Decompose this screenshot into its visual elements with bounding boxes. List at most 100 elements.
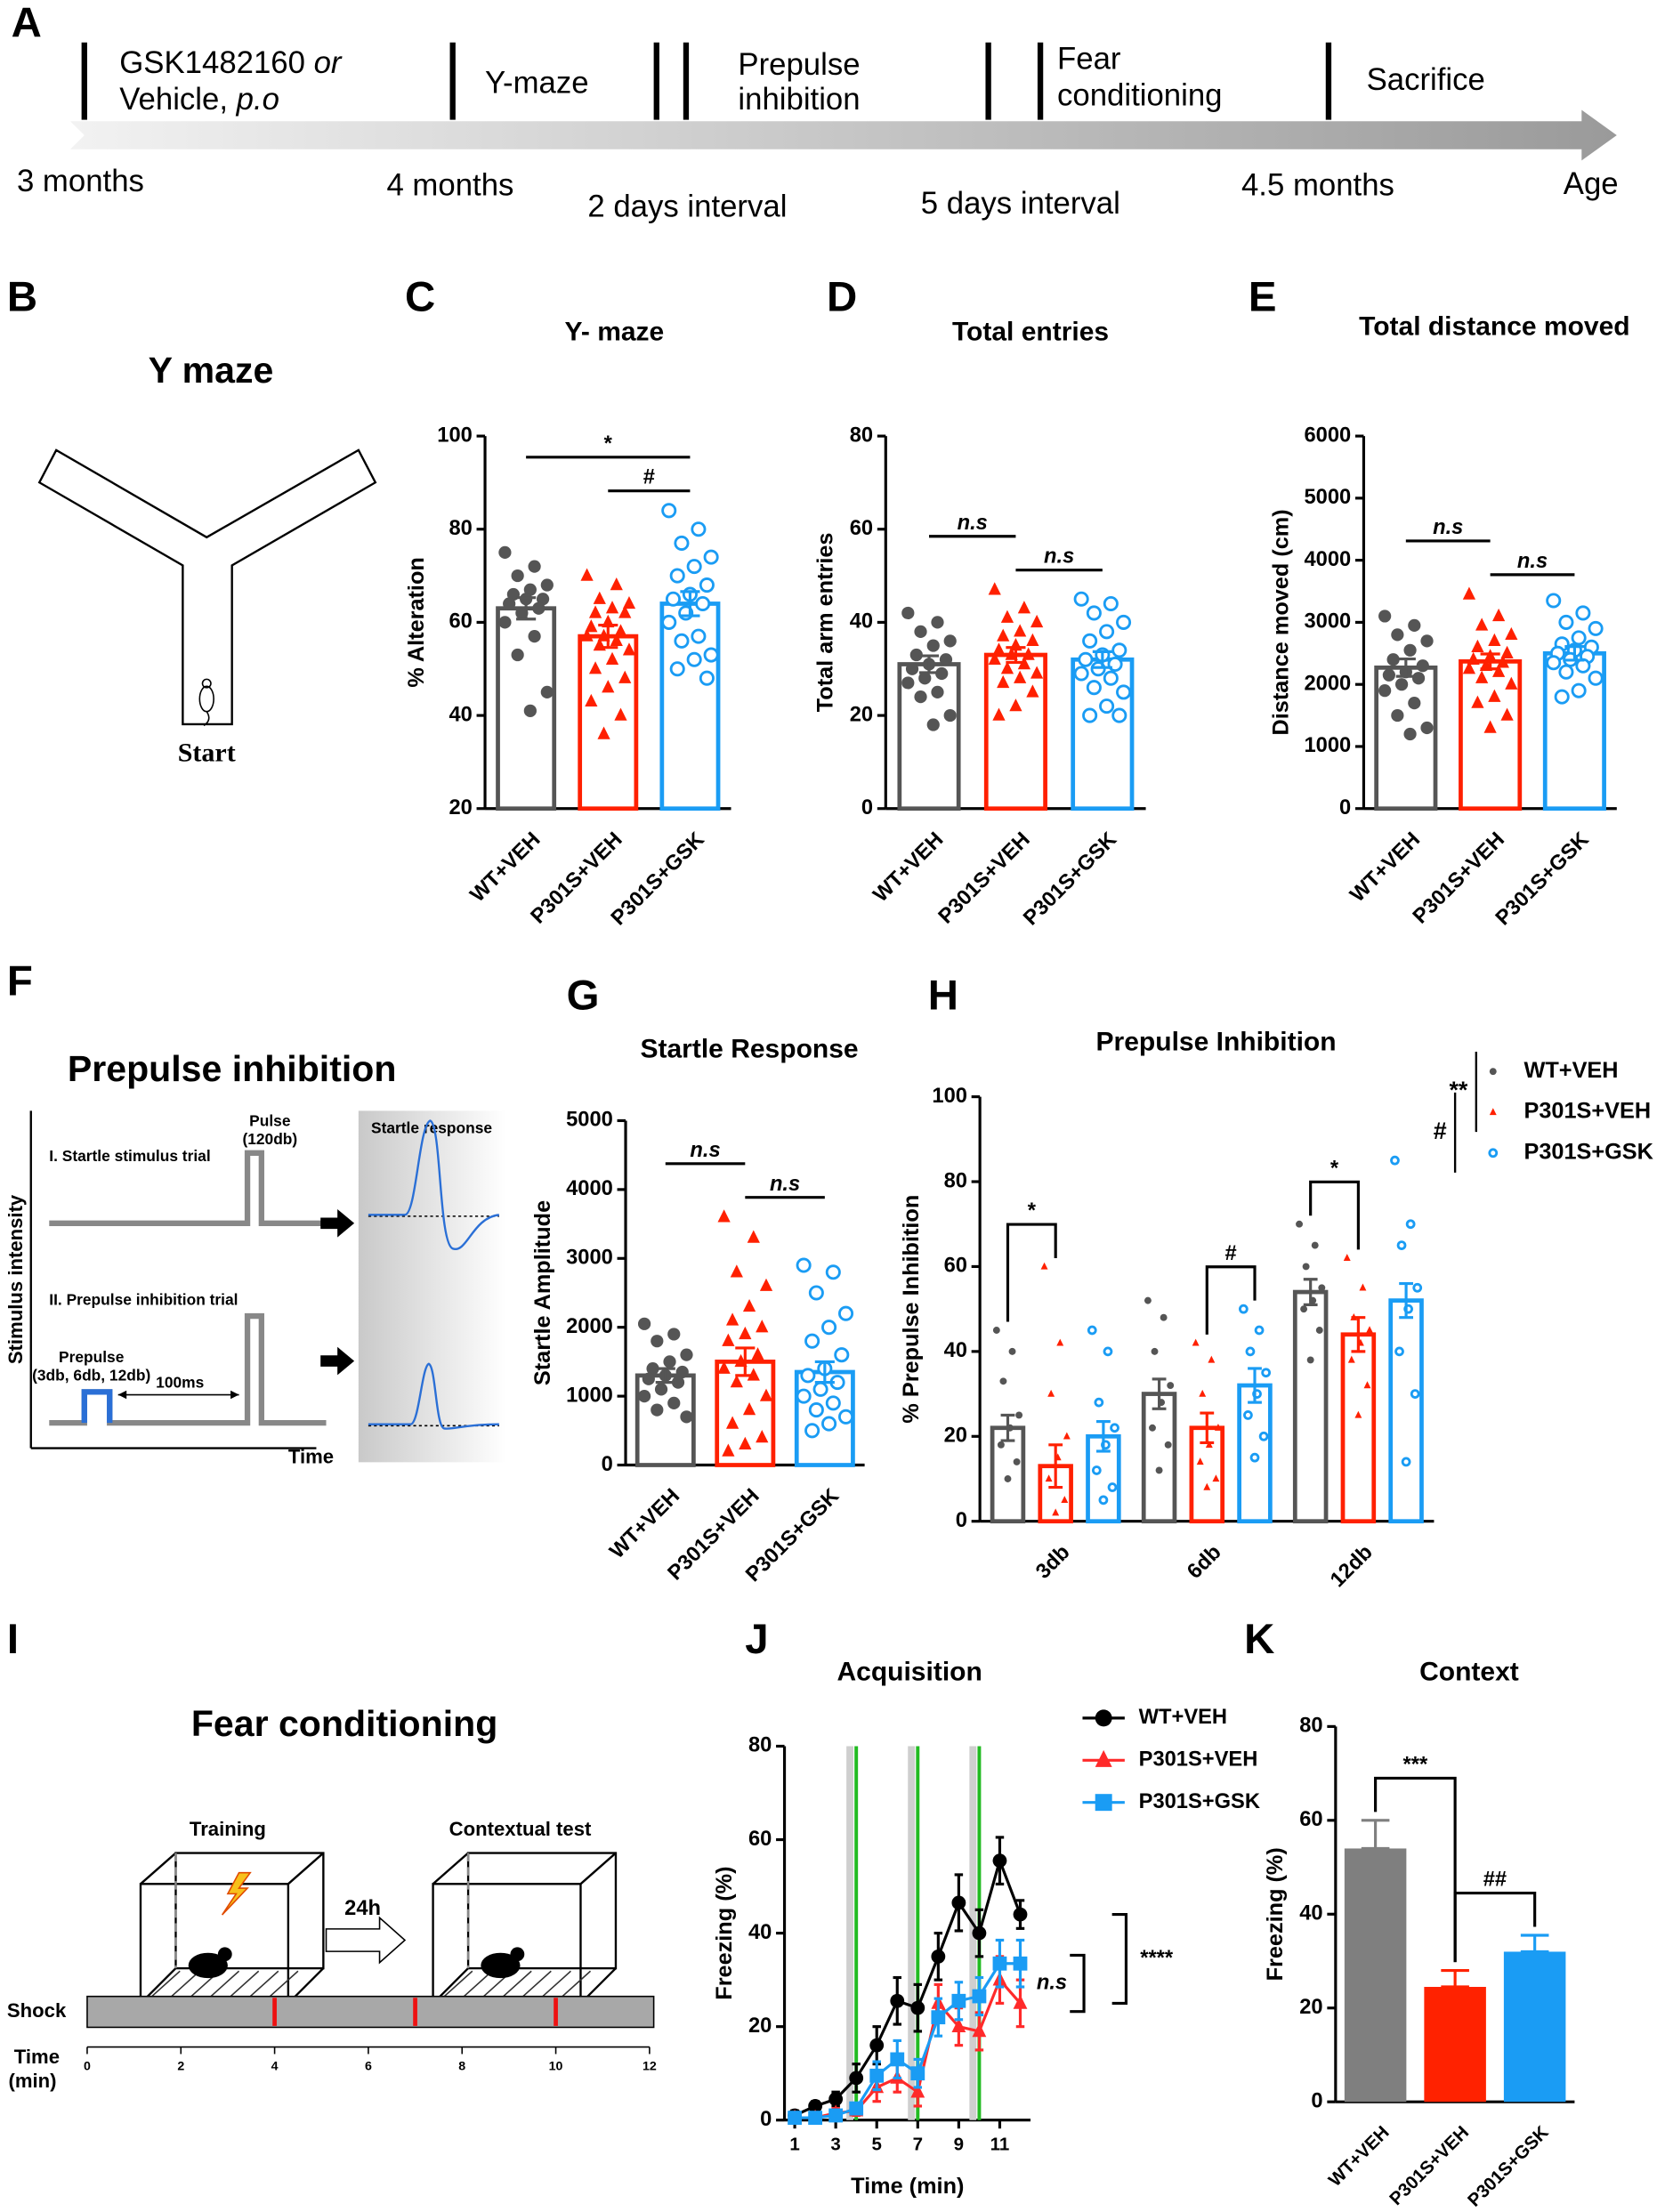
startle-wave <box>368 1362 499 1430</box>
point <box>1390 1155 1400 1166</box>
point <box>931 2010 946 2025</box>
point <box>665 591 682 607</box>
point <box>1491 608 1506 622</box>
y-tick-label: 20 <box>944 1425 967 1448</box>
point <box>910 2000 925 2015</box>
panel-letter: J <box>745 1616 768 1663</box>
legend-label: WT+VEH <box>1524 1058 1619 1083</box>
tick-label: 4 <box>271 2059 279 2073</box>
significance-label: n.s <box>1044 545 1074 569</box>
point <box>997 628 1010 642</box>
ymaze-shape <box>37 448 377 726</box>
point <box>667 1396 681 1409</box>
ymaze-panel: B Y maze Start <box>7 273 377 768</box>
point <box>992 707 1006 721</box>
point <box>1315 1327 1323 1334</box>
time-label: (min) <box>8 2070 56 2092</box>
point <box>1403 727 1417 741</box>
significance-label: *** <box>1403 1753 1428 1776</box>
legend-marker <box>1488 1148 1499 1158</box>
point <box>926 639 940 652</box>
panel-title: Y maze <box>149 350 274 391</box>
point <box>528 560 541 573</box>
point <box>618 670 632 683</box>
y-tick-label: 2000 <box>1305 672 1352 695</box>
point <box>756 1320 769 1333</box>
bar <box>1388 1298 1424 1524</box>
chart-title: Context <box>1419 1657 1519 1686</box>
point <box>1347 1355 1355 1363</box>
point <box>951 1993 966 2008</box>
legend-marker <box>1095 1794 1112 1812</box>
point <box>838 1409 854 1425</box>
point <box>1475 670 1489 683</box>
point <box>796 1257 812 1273</box>
point <box>804 1423 820 1439</box>
time-label: 2 days interval <box>587 190 787 223</box>
age-arrow <box>69 109 1617 161</box>
point <box>1249 1452 1260 1463</box>
point <box>939 653 953 666</box>
point <box>654 1383 668 1396</box>
x-tick-label: 3db <box>1031 1541 1074 1584</box>
point <box>1258 1431 1269 1441</box>
start-label: Start <box>178 739 236 768</box>
point <box>828 2092 844 2106</box>
point <box>834 1347 850 1363</box>
y-tick-label: 0 <box>760 2108 772 2131</box>
time-label: Age <box>1564 167 1619 201</box>
point <box>686 651 702 667</box>
response-box <box>358 1110 506 1463</box>
point <box>1014 624 1027 637</box>
point <box>808 1402 824 1418</box>
point <box>642 1372 655 1385</box>
point <box>1214 1424 1222 1431</box>
y-tick-label: 40 <box>1299 1902 1322 1925</box>
point <box>759 1278 773 1291</box>
point <box>1086 605 1102 621</box>
point <box>1212 1474 1220 1482</box>
point <box>1354 1410 1362 1418</box>
y-tick-label: 100 <box>437 424 473 447</box>
point <box>1462 586 1476 600</box>
y-tick-label: 80 <box>1299 1715 1322 1738</box>
point <box>593 591 606 604</box>
interval-label: 100ms <box>156 1373 204 1391</box>
legend-marker <box>1489 1068 1497 1076</box>
point <box>999 1377 1007 1385</box>
y-tick-label: 60 <box>449 610 472 634</box>
x-tick-label: WT+VEH <box>1324 2122 1393 2191</box>
y-axis-label: Freezing (%) <box>712 1866 737 1999</box>
significance-bracket <box>1309 1180 1360 1250</box>
point <box>808 2111 823 2125</box>
time-label: 3 months <box>17 165 144 198</box>
panel-letter: I <box>7 1616 19 1663</box>
significance-bracket <box>1374 1776 1457 1963</box>
point <box>695 595 711 612</box>
point <box>503 597 516 610</box>
point <box>992 1853 1007 1869</box>
point <box>1416 659 1429 673</box>
point <box>972 1925 987 1941</box>
stage-label: inhibition <box>738 83 860 117</box>
point <box>1144 1296 1152 1304</box>
y-tick-label: 60 <box>850 517 873 540</box>
fear-panel: I Fear conditioning Training Contextual … <box>7 1616 655 2092</box>
point <box>637 1389 651 1403</box>
stage-label: Sacrifice <box>1367 63 1485 97</box>
point <box>605 651 619 665</box>
x-tick-label: P301S+VEH <box>1386 2122 1473 2208</box>
point <box>918 672 932 685</box>
point <box>890 1993 905 2008</box>
point <box>511 648 524 662</box>
legend-significance: # <box>1434 1118 1447 1144</box>
significance-label: n.s <box>958 512 988 535</box>
tick-label: 6 <box>365 2059 372 2073</box>
y-tick-label: 40 <box>748 1921 772 1944</box>
point <box>1575 605 1591 621</box>
bar <box>1340 1332 1377 1524</box>
x-tick-label: 1 <box>789 2135 799 2155</box>
point <box>725 1312 740 1326</box>
bar <box>1503 1951 1566 2103</box>
